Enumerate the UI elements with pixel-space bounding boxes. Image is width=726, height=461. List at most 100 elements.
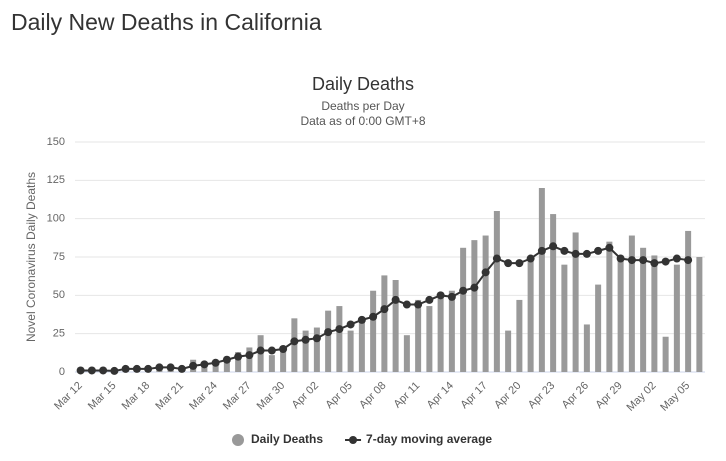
line-point xyxy=(87,366,96,375)
bar xyxy=(516,299,523,372)
x-tick-label: Mar 12 xyxy=(52,380,85,413)
chart-subtitle: Data as of 0:00 GMT+8 xyxy=(300,114,425,128)
bar xyxy=(696,257,703,372)
line-point xyxy=(76,366,85,375)
y-tick-label: 150 xyxy=(47,136,65,148)
line-point xyxy=(492,254,501,263)
x-tick-label: Mar 21 xyxy=(153,380,186,413)
line-point xyxy=(639,256,648,265)
bar xyxy=(268,355,275,372)
bar xyxy=(246,347,253,372)
y-tick-label: 75 xyxy=(53,251,65,263)
bar xyxy=(426,306,433,372)
bar xyxy=(235,352,242,372)
line-point xyxy=(447,292,456,301)
line-point xyxy=(470,283,479,292)
bar xyxy=(493,211,500,372)
line-point xyxy=(222,355,231,364)
line-point xyxy=(234,352,243,361)
line-point xyxy=(256,346,265,355)
bar xyxy=(370,290,377,372)
line-point xyxy=(402,300,411,309)
line-point xyxy=(144,364,153,373)
bar xyxy=(392,280,399,372)
bar xyxy=(561,264,568,372)
line-point xyxy=(155,363,164,372)
bar xyxy=(223,356,230,372)
line-point xyxy=(526,254,535,263)
line-point xyxy=(582,249,591,258)
bar xyxy=(358,321,365,372)
bar xyxy=(550,214,557,372)
line-point xyxy=(121,364,130,373)
line-point xyxy=(110,366,119,375)
y-tick-label: 50 xyxy=(53,289,65,301)
bar xyxy=(595,284,602,372)
x-tick-label: May 05 xyxy=(658,380,692,414)
bar xyxy=(572,232,579,372)
line-point xyxy=(279,345,288,353)
line-point xyxy=(290,337,299,346)
x-tick-label: Apr 23 xyxy=(526,380,557,411)
bar xyxy=(437,292,444,372)
x-tick-label: Mar 27 xyxy=(221,380,254,413)
x-tick-label: Apr 11 xyxy=(391,380,422,411)
bar xyxy=(448,290,455,372)
line-point xyxy=(661,257,670,266)
y-tick-label: 125 xyxy=(47,174,65,186)
line-point xyxy=(594,246,603,255)
bar xyxy=(617,255,624,372)
legend-marker xyxy=(232,434,244,446)
x-tick-label: Apr 02 xyxy=(290,380,321,411)
line-point xyxy=(672,254,681,263)
bar xyxy=(460,247,467,372)
x-tick-label: Mar 18 xyxy=(120,380,153,413)
x-tick-label: Mar 30 xyxy=(255,380,288,413)
bar xyxy=(640,247,647,372)
line-point xyxy=(301,335,310,344)
x-tick-label: Apr 29 xyxy=(593,380,624,411)
y-tick-label: 0 xyxy=(59,366,65,378)
x-tick-label: Mar 15 xyxy=(86,380,119,413)
line-point xyxy=(99,366,108,375)
bar xyxy=(280,350,287,372)
legend-label: Daily Deaths xyxy=(251,432,323,446)
line-point xyxy=(481,268,490,277)
chart-subtitle: Deaths per Day xyxy=(321,99,404,113)
line-point xyxy=(436,291,445,300)
line-point xyxy=(166,363,175,372)
line-point xyxy=(267,346,276,355)
bar xyxy=(505,330,512,372)
line-point xyxy=(200,360,209,369)
x-tick-label: Apr 17 xyxy=(458,380,489,411)
bar xyxy=(471,240,478,372)
bar xyxy=(583,324,590,372)
line-point xyxy=(245,351,254,360)
page-title: Daily New Deaths in California xyxy=(11,9,322,35)
x-tick-label: May 02 xyxy=(625,380,659,414)
line-point xyxy=(537,246,546,255)
line-point xyxy=(459,286,468,295)
bar xyxy=(662,336,669,372)
bar xyxy=(302,330,309,372)
line-point xyxy=(414,300,423,309)
bar xyxy=(685,230,692,372)
line-point xyxy=(324,328,333,337)
bar xyxy=(347,330,354,372)
line-point xyxy=(515,259,524,268)
line-point xyxy=(335,325,344,334)
x-tick-label: Apr 14 xyxy=(425,380,456,411)
line-point xyxy=(380,305,389,314)
bar xyxy=(673,264,680,372)
line-point xyxy=(627,256,636,265)
line-point xyxy=(369,312,378,321)
line-point xyxy=(616,254,625,263)
bar xyxy=(482,235,489,372)
line-point xyxy=(312,334,321,343)
line-point xyxy=(391,295,400,304)
line-point xyxy=(684,256,693,265)
bar xyxy=(381,275,388,372)
line-point xyxy=(560,246,569,255)
legend-label: 7-day moving average xyxy=(366,432,492,446)
